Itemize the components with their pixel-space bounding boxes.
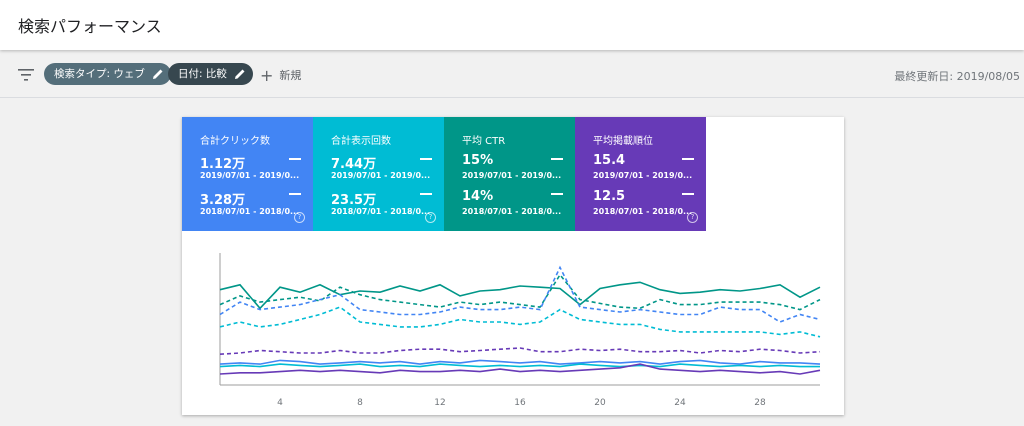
new-filter-button[interactable]: + 新規 bbox=[260, 66, 302, 85]
page-header: 検索パフォーマンス bbox=[0, 0, 1024, 50]
metric-value-previous: 23.5万 bbox=[331, 193, 377, 208]
help-icon[interactable]: ? bbox=[687, 212, 698, 223]
x-tick-label: 16 bbox=[514, 398, 526, 408]
page-title: 検索パフォーマンス bbox=[18, 17, 162, 36]
filter-icon[interactable] bbox=[18, 68, 34, 82]
series-line-4 bbox=[219, 347, 821, 355]
metric-value-current: 15.4 bbox=[593, 153, 626, 168]
x-tick-label: 12 bbox=[434, 398, 445, 408]
metric-range-current: 2019/07/01 - 2019/0... bbox=[593, 171, 693, 180]
search-type-filter-chip[interactable]: 検索タイプ: ウェブ bbox=[44, 63, 171, 85]
date-chip-label: 日付: 比較 bbox=[178, 68, 227, 80]
metric-name: 平均掲載順位 bbox=[593, 136, 653, 147]
plus-icon: + bbox=[260, 66, 274, 85]
metric-average-position[interactable]: 平均掲載順位 15.4 2019/07/01 - 2019/0... 12.5 … bbox=[575, 117, 706, 231]
metric-value-current: 1.12万 bbox=[200, 157, 246, 172]
dashed-line-legend bbox=[551, 193, 563, 195]
metric-name: 合計表示回数 bbox=[331, 136, 391, 147]
metric-value-previous: 14% bbox=[462, 189, 494, 204]
metric-average-ctr[interactable]: 平均 CTR 15% 2019/07/01 - 2019/0... 14% 20… bbox=[444, 117, 575, 231]
metric-range-current: 2019/07/01 - 2019/0... bbox=[200, 171, 300, 180]
metric-value-current: 15% bbox=[462, 153, 494, 168]
dashed-line-legend bbox=[289, 193, 301, 195]
metric-value-previous: 12.5 bbox=[593, 189, 626, 204]
series-line-0 bbox=[219, 281, 821, 310]
series-line-5 bbox=[219, 359, 821, 365]
filter-toolbar: 検索タイプ: ウェブ 日付: 比較 + 新規 最終更新日: 2019/08/05 bbox=[0, 52, 1024, 98]
metric-range-previous: 2018/07/01 - 2018/0... bbox=[331, 207, 431, 216]
metric-range-current: 2019/07/01 - 2019/0... bbox=[462, 171, 562, 180]
dashed-line-legend bbox=[682, 193, 694, 195]
metric-total-clicks[interactable]: 合計クリック数 1.12万 2019/07/01 - 2019/0... 3.2… bbox=[182, 117, 313, 231]
performance-line-chart: 4 8 12 16 20 24 28 bbox=[219, 253, 821, 408]
performance-card: 合計クリック数 1.12万 2019/07/01 - 2019/0... 3.2… bbox=[182, 117, 844, 415]
metric-tiles: 合計クリック数 1.12万 2019/07/01 - 2019/0... 3.2… bbox=[182, 117, 706, 231]
metric-name: 合計クリック数 bbox=[200, 136, 270, 147]
metric-name: 平均 CTR bbox=[462, 136, 506, 147]
metric-value-previous: 3.28万 bbox=[200, 193, 246, 208]
x-tick-label: 24 bbox=[674, 398, 686, 408]
date-filter-chip[interactable]: 日付: 比較 bbox=[168, 63, 253, 85]
series-line-6 bbox=[219, 363, 820, 368]
solid-line-legend bbox=[551, 158, 563, 160]
metric-range-current: 2019/07/01 - 2019/0... bbox=[331, 171, 431, 180]
help-icon[interactable]: ? bbox=[294, 212, 305, 223]
metric-range-previous: 2018/07/01 - 2018/0... bbox=[200, 207, 300, 216]
metric-value-current: 7.44万 bbox=[331, 157, 377, 172]
x-tick-label: 28 bbox=[754, 398, 766, 408]
last-updated-text: 最終更新日: 2019/08/05 bbox=[894, 70, 1020, 83]
solid-line-legend bbox=[682, 158, 694, 160]
x-tick-label: 4 bbox=[277, 398, 283, 408]
series-line-2 bbox=[219, 265, 821, 323]
pencil-icon bbox=[234, 69, 245, 79]
solid-line-legend bbox=[289, 158, 301, 160]
metric-total-impressions[interactable]: 合計表示回数 7.44万 2019/07/01 - 2019/0... 23.5… bbox=[313, 117, 444, 231]
dashed-line-legend bbox=[420, 193, 432, 195]
metric-range-previous: 2018/07/01 - 2018/0... bbox=[462, 207, 562, 216]
new-filter-label: 新規 bbox=[279, 69, 302, 82]
search-type-chip-label: 検索タイプ: ウェブ bbox=[54, 68, 145, 80]
help-icon[interactable]: ? bbox=[425, 212, 436, 223]
x-tick-label: 20 bbox=[594, 398, 606, 408]
metric-range-previous: 2018/07/01 - 2018/0... bbox=[593, 207, 693, 216]
series-line-3 bbox=[219, 306, 821, 338]
solid-line-legend bbox=[420, 158, 432, 160]
series-line-7 bbox=[219, 363, 821, 375]
pencil-icon bbox=[152, 69, 163, 79]
x-tick-label: 8 bbox=[357, 398, 363, 408]
series-line-1 bbox=[219, 273, 821, 311]
